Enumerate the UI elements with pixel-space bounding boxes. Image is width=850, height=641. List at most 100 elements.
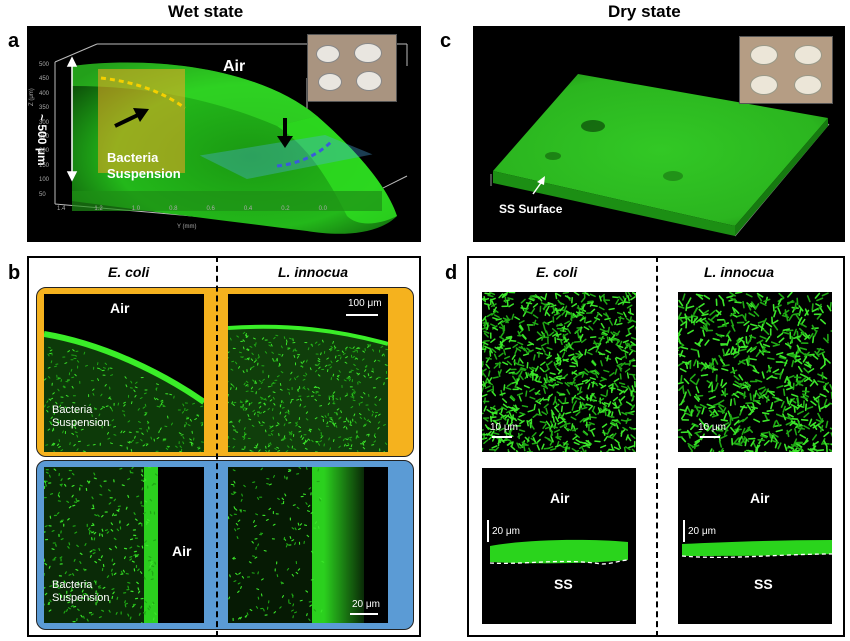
panel-d-ss-right: SS: [754, 576, 773, 592]
dry-surface-edge-side: [735, 118, 828, 236]
linnocua-bottom-glow: [324, 467, 364, 623]
droplet-base: [72, 191, 382, 211]
ecoli-bottom-suspension: [44, 467, 154, 623]
panel-d-ecoli-label: E. coli: [536, 264, 578, 280]
arrow-orange: [114, 108, 149, 128]
panel-d-ecoli-top-image: 10 μm: [482, 292, 636, 452]
panel-d-linnocua-label: L. innocua: [704, 264, 774, 280]
z-tick-label: 150: [39, 162, 50, 169]
scale-label-d-bottom-right: 20 μm: [688, 526, 716, 537]
panel-a-letter: a: [8, 30, 20, 52]
panel-d-divider: [656, 256, 658, 637]
x-tick-label: 0.0: [318, 206, 327, 212]
dry-photo-3: [750, 75, 778, 95]
panel-b-linnocua-top-image: 100 μm: [228, 294, 388, 452]
linnocua-top-interface: [228, 324, 388, 346]
scale-label-top: 100 μm: [348, 298, 382, 309]
dry-photo-2: [794, 45, 822, 65]
scale-label-d-top-right: 10 μm: [698, 422, 726, 433]
panel-b-ecoli-top-image: Air Bacteria Suspension: [44, 294, 204, 452]
scale-bar-top: [346, 314, 378, 316]
panel-c-ss-surface-label: SS Surface: [499, 202, 563, 216]
z-tick-label: 200: [39, 148, 50, 155]
bacteria-speckle-texture: [482, 292, 636, 452]
panel-b-ecoli-label: E. coli: [108, 264, 150, 280]
panel-a-bacteria-label: Bacteria Suspension: [107, 150, 181, 181]
panel-a-z-ticks: 500 450 400 350 300 250 200 150 100 50: [39, 58, 49, 202]
panel-a-inset-photo: [307, 34, 397, 102]
x-tick-label: 1.0: [131, 206, 141, 212]
z-tick-label: 50: [39, 191, 46, 198]
linnocua-dry-film: [682, 540, 832, 556]
panel-d-air-right: Air: [750, 490, 770, 506]
bacteria-speckle-texture: [228, 331, 388, 452]
heading-wet-state: Wet state: [168, 2, 244, 21]
panel-a-image: Air Bacteria Suspension ~ 500 μm Z (μm) …: [27, 26, 421, 242]
dry-surface-edge-front: [493, 171, 735, 236]
panel-d-linnocua-top-image: 10 μm: [678, 292, 832, 452]
panel-a-z-axis-label: Z (μm): [29, 88, 35, 106]
z-tick-label: 250: [39, 134, 50, 141]
z-tick-label: 500: [39, 62, 50, 68]
linnocua-bottom-interface: [312, 467, 324, 623]
x-tick-label: 0.4: [243, 206, 253, 212]
bacteria-speckle-texture: [678, 292, 832, 452]
panel-b-ecoli-bottom-image: Air Bacteria Suspension: [44, 467, 204, 623]
panel-b-divider: [216, 256, 218, 637]
panel-c-3d-render: [490, 74, 830, 237]
scale-bar-d-top-right: [700, 436, 720, 438]
droplet-photo-4: [356, 71, 382, 91]
bacteria-speckle-texture: [228, 467, 325, 622]
x-tick-label: 0.2: [281, 206, 290, 212]
droplet-photo-2: [354, 43, 382, 63]
scale-label-d-bottom-left: 20 μm: [492, 526, 520, 537]
bacteria-speckle-texture: [44, 467, 158, 623]
panel-b-bacteria-label-top: Bacteria Suspension: [52, 404, 110, 429]
panel-d-ss-left: SS: [554, 576, 573, 592]
scale-bar-d-top-left: [492, 436, 512, 438]
heading-dry-state: Dry state: [608, 2, 681, 21]
height-indicator: [66, 56, 78, 182]
dry-photo-1: [750, 45, 778, 65]
panel-b-letter: b: [8, 262, 21, 284]
panel-b-air-label-bottom: Air: [172, 543, 192, 559]
ss-surface-arrow: [532, 176, 545, 195]
panel-a-air-label: Air: [223, 58, 246, 75]
panel-b-linnocua-bottom-image: 20 μm: [228, 467, 388, 623]
panel-b-air-label-top: Air: [110, 300, 130, 316]
panel-b-linnocua-label: L. innocua: [278, 264, 348, 280]
z-tick-label: 300: [39, 119, 50, 126]
ecoli-top-interface: [44, 331, 204, 405]
panel-b-frame: [27, 256, 421, 637]
scale-bar-bottom: [350, 613, 378, 615]
linnocua-bottom-suspension: [228, 467, 318, 623]
x-tick-label: 0.6: [206, 206, 215, 212]
panel-c-image: SS Surface: [473, 26, 845, 242]
ecoli-ss-interface: [489, 559, 629, 565]
z-tick-label: 100: [39, 177, 50, 184]
dark-spot-2: [545, 152, 561, 160]
panel-d-linnocua-bottom-image: Air SS 20 μm: [678, 468, 832, 624]
droplet-photo-1: [316, 45, 340, 63]
scale-label-bottom: 20 μm: [352, 599, 380, 610]
dry-surface: [493, 74, 828, 226]
panel-d-air-left: Air: [550, 490, 570, 506]
x-tick-label: 1.4: [57, 206, 66, 212]
panel-c-letter: c: [440, 30, 452, 52]
ecoli-dry-film: [490, 539, 628, 564]
z-tick-label: 400: [39, 90, 50, 97]
panel-a-x-axis-label: Y (mm): [177, 224, 197, 230]
panel-d-letter: d: [445, 262, 458, 284]
linnocua-ss-interface: [681, 553, 832, 559]
panel-d-ecoli-bottom-image: Air SS 20 μm: [482, 468, 636, 624]
z-tick-label: 350: [39, 105, 50, 112]
dry-photo-4: [794, 75, 822, 95]
panel-a-3d-render: [54, 43, 408, 234]
orange-plane: [98, 69, 185, 173]
panel-b-bacteria-label-bottom: Bacteria Suspension: [52, 579, 110, 604]
droplet-photo-3: [318, 73, 342, 91]
arrow-blue: [277, 118, 293, 148]
blue-dashed-curve: [276, 139, 334, 168]
panel-c-inset-photo: [739, 36, 833, 104]
z-tick-label: 450: [39, 76, 50, 83]
